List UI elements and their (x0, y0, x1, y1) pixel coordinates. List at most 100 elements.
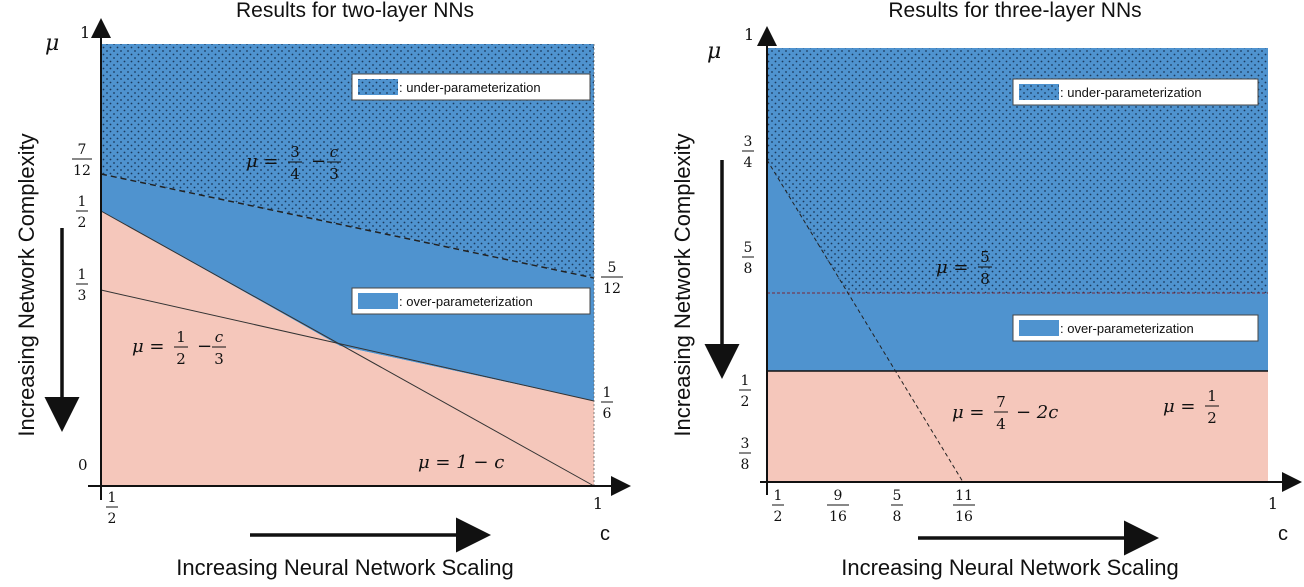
svg-text:12: 12 (73, 163, 91, 179)
left-y-tick-0: 0 (78, 456, 88, 474)
left-x-symbol: c (600, 523, 610, 545)
svg-text:μ =: μ = (936, 257, 969, 278)
svg-text:2: 2 (176, 350, 186, 368)
right-x-axis-label: Increasing Neural Network Scaling (841, 555, 1179, 580)
svg-text:μ =: μ = (132, 336, 165, 357)
svg-text:2: 2 (1207, 409, 1217, 427)
svg-text:12: 12 (603, 281, 621, 297)
svg-text:μ =: μ = (952, 402, 985, 423)
svg-text:: over-parameterization: : over-parameterization (399, 294, 533, 309)
right-eq-7-4-minus-2c: μ = 7 4 − 2c (952, 393, 1058, 433)
right-x-frac-5-8: 5 8 (891, 488, 903, 525)
left-x-frac-1-2: 1 2 (106, 490, 118, 527)
right-eq-1-2: μ = 1 2 (1163, 387, 1219, 427)
svg-text:16: 16 (955, 509, 973, 525)
right-panel: Results for three-layer NNs μ 1 3 4 5 8 … (670, 0, 1302, 580)
svg-text:1: 1 (176, 328, 186, 346)
left-line-half-minus-c3 (100, 289, 595, 402)
svg-text:2: 2 (78, 215, 87, 231)
svg-text:1: 1 (78, 267, 87, 283)
svg-text:: under-parameterization: : under-parameterization (399, 80, 541, 95)
svg-text:− 2c: − 2c (1016, 402, 1058, 423)
svg-text:3: 3 (741, 436, 750, 452)
svg-text:1: 1 (108, 490, 117, 506)
svg-text:5: 5 (893, 488, 902, 504)
svg-text:8: 8 (893, 509, 902, 525)
svg-text:c: c (215, 328, 224, 346)
svg-text:c: c (330, 143, 339, 161)
right-eq-5-8: μ = 5 8 (936, 248, 992, 288)
svg-text:−: − (197, 336, 212, 357)
svg-text:1: 1 (741, 373, 750, 389)
left-eq-1-2-minus-c3: μ = 1 2 − c 3 (132, 328, 226, 368)
left-frac-7-12: 7 12 (72, 142, 92, 179)
right-frac-3-4: 3 4 (742, 134, 754, 171)
svg-text:7: 7 (78, 142, 87, 158)
svg-text:μ =: μ = (1163, 396, 1196, 417)
svg-text:5: 5 (980, 248, 990, 266)
right-x-tick-1: 1 (1268, 494, 1278, 513)
left-eq-1-minus-c: μ = 1 − c (418, 452, 504, 473)
right-y-symbol: μ (707, 39, 721, 64)
left-frac-1-6: 1 6 (601, 385, 613, 422)
left-frac-1-3: 1 3 (76, 267, 88, 304)
left-legend-over: : over-parameterization (351, 287, 591, 315)
svg-text:3: 3 (744, 134, 753, 150)
svg-text:−: − (311, 151, 326, 172)
svg-text:6: 6 (603, 406, 612, 422)
svg-text:2: 2 (774, 509, 783, 525)
svg-text:5: 5 (744, 240, 753, 256)
left-y-symbol: μ (45, 31, 59, 56)
svg-text:1: 1 (78, 194, 87, 210)
right-x-frac-1-2: 1 2 (772, 488, 784, 525)
right-frac-3-8: 3 8 (739, 436, 751, 473)
svg-text:2: 2 (741, 394, 750, 410)
svg-text:3: 3 (329, 165, 339, 183)
right-y-tick-1: 1 (744, 25, 754, 44)
svg-text:4: 4 (290, 165, 300, 183)
svg-text:16: 16 (829, 509, 847, 525)
svg-text:3: 3 (78, 288, 87, 304)
svg-text:5: 5 (608, 260, 617, 276)
svg-text:8: 8 (980, 270, 990, 288)
svg-text:: over-parameterization: : over-parameterization (1060, 321, 1194, 336)
svg-text:8: 8 (741, 457, 750, 473)
right-frac-5-8: 5 8 (742, 240, 754, 277)
svg-text:11: 11 (955, 488, 973, 504)
svg-text:μ =: μ = (246, 151, 279, 172)
svg-text:7: 7 (996, 393, 1006, 411)
right-low-region (767, 371, 1268, 482)
svg-text:: under-parameterization: : under-parameterization (1060, 85, 1202, 100)
left-legend-under: : under-parameterization (351, 73, 591, 101)
left-frac-5-12: 5 12 (601, 260, 623, 297)
left-line-1-minus-c (100, 210, 595, 487)
svg-text:1: 1 (774, 488, 783, 504)
left-eq-3-4-minus-c3: μ = 3 4 − c 3 (246, 143, 341, 183)
left-panel: Results for two-layer NNs μ 1 0 7 12 1 2… (14, 0, 631, 580)
right-title: Results for three-layer NNs (888, 0, 1141, 22)
left-frac-1-2: 1 2 (76, 194, 88, 231)
svg-text:4: 4 (744, 155, 753, 171)
left-over-region (101, 174, 594, 401)
left-under-region (101, 44, 594, 278)
svg-text:1: 1 (1207, 387, 1217, 405)
left-x-axis-label: Increasing Neural Network Scaling (176, 555, 514, 580)
left-x-tick-1: 1 (593, 494, 603, 513)
right-legend-over: : over-parameterization (1012, 314, 1259, 342)
svg-text:8: 8 (744, 261, 753, 277)
left-y-axis-label: Increasing Network Complexity (14, 133, 39, 436)
svg-text:3: 3 (214, 350, 224, 368)
svg-text:4: 4 (996, 415, 1006, 433)
right-x-symbol: c (1278, 523, 1288, 545)
right-frac-1-2: 1 2 (739, 373, 751, 410)
right-y-axis-label: Increasing Network Complexity (670, 133, 695, 436)
svg-text:2: 2 (108, 511, 117, 527)
svg-text:9: 9 (834, 488, 843, 504)
left-y-tick-1: 1 (80, 23, 90, 42)
right-under-region (767, 48, 1268, 293)
left-title: Results for two-layer NNs (236, 0, 474, 22)
left-dashed-boundary (100, 173, 595, 279)
right-legend-under: : under-parameterization (1012, 78, 1259, 106)
svg-text:3: 3 (290, 143, 300, 161)
